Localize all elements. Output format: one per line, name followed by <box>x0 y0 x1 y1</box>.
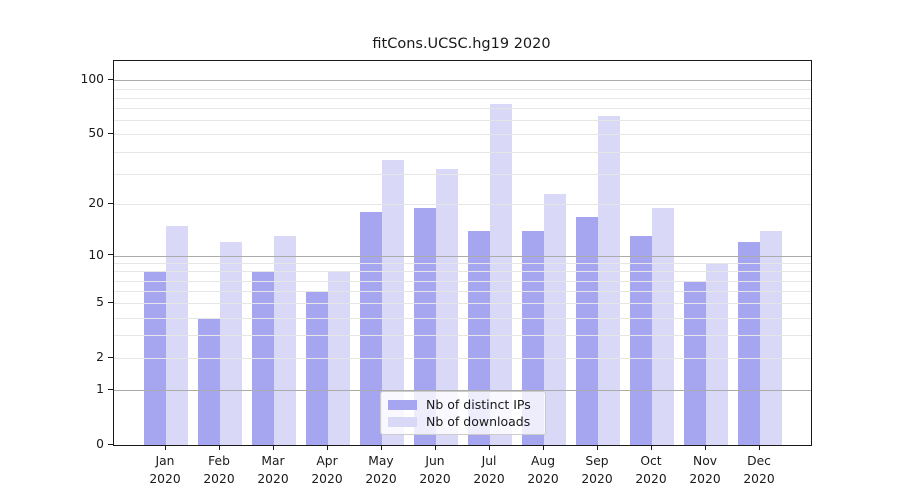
x-tick-jun <box>434 445 436 450</box>
bar-downloads-jul <box>490 103 512 445</box>
bar-ips-nov <box>684 280 706 445</box>
y-tick-10 <box>108 254 113 255</box>
x-tick-label-may: May 2020 <box>365 454 397 486</box>
x-tick-label-aug: Aug 2020 <box>527 454 559 486</box>
y-tick-5 <box>108 301 113 303</box>
x-tick-oct <box>650 445 652 450</box>
gridline-y-1 <box>114 390 811 392</box>
bar-ips-jan <box>144 271 166 445</box>
y-tick-label-0: 0 <box>96 437 104 451</box>
x-tick-label-apr: Apr 2020 <box>311 454 343 486</box>
gridline-y-8 <box>114 271 811 273</box>
bar-downloads-aug <box>544 193 566 445</box>
x-tick-label-jan: Jan 2020 <box>149 454 181 486</box>
x-tick-label-nov: Nov 2020 <box>689 454 721 486</box>
x-tick-label-feb: Feb 2020 <box>203 454 235 486</box>
x-tick-label-mar: Mar 2020 <box>257 454 289 486</box>
y-tick-100 <box>108 78 113 80</box>
y-tick-2 <box>108 356 113 358</box>
x-tick-nov <box>704 445 706 450</box>
x-tick-aug <box>542 445 544 450</box>
bar-downloads-nov <box>706 263 728 445</box>
gridline-y-3 <box>114 335 811 337</box>
legend-item-distinct-ips: Nb of distinct IPs <box>388 397 537 412</box>
y-tick-label-5: 5 <box>96 295 104 310</box>
bar-downloads-oct <box>652 208 674 445</box>
bar-downloads-mar <box>274 236 296 445</box>
bar-ips-apr <box>306 291 328 445</box>
gridline-y-2 <box>114 358 811 360</box>
y-tick-0 <box>108 443 113 445</box>
bar-downloads-jun <box>436 168 458 445</box>
x-tick-label-oct: Oct 2020 <box>635 454 667 486</box>
legend: Nb of distinct IPs Nb of downloads <box>380 391 546 435</box>
gridline-y-100 <box>114 80 811 82</box>
gridline-y-40 <box>114 151 811 153</box>
gridline-y-5 <box>114 303 811 305</box>
y-tick-label-50: 50 <box>88 126 104 141</box>
bar-downloads-may <box>382 159 404 445</box>
x-tick-label-jul: Jul 2020 <box>473 454 505 486</box>
bar-ips-mar <box>252 271 274 445</box>
x-tick-jul <box>488 445 490 450</box>
gridline-y-70 <box>114 108 811 110</box>
gridline-y-7 <box>114 280 811 282</box>
y-tick-label-2: 2 <box>96 350 104 365</box>
x-tick-mar <box>272 445 274 450</box>
gridline-y-4 <box>114 317 811 319</box>
bar-downloads-feb <box>220 242 242 445</box>
legend-label-distinct-ips: Nb of distinct IPs <box>426 397 531 412</box>
x-tick-jan <box>164 445 166 450</box>
y-tick-1 <box>108 388 113 390</box>
gridline-y-50 <box>114 134 811 136</box>
legend-swatch-downloads <box>388 416 417 427</box>
legend-swatch-distinct-ips <box>388 399 417 410</box>
x-tick-label-jun: Jun 2020 <box>419 454 451 486</box>
bar-ips-oct <box>630 236 652 445</box>
gridline-y-80 <box>114 97 811 99</box>
y-tick-label-20: 20 <box>88 196 104 211</box>
bar-ips-dec <box>738 242 760 445</box>
x-tick-may <box>380 445 382 450</box>
y-tick-label-100: 100 <box>80 72 104 87</box>
bar-downloads-apr <box>328 271 350 445</box>
bar-ips-sep <box>576 216 598 445</box>
gridline-y-6 <box>114 291 811 293</box>
gridline-y-10 <box>114 255 811 257</box>
y-tick-20 <box>108 202 113 204</box>
x-tick-dec <box>758 445 760 450</box>
x-tick-sep <box>596 445 598 450</box>
bar-ips-jun <box>414 208 436 445</box>
gridline-y-9 <box>114 263 811 264</box>
legend-item-downloads: Nb of downloads <box>388 414 537 429</box>
bar-downloads-dec <box>760 231 782 445</box>
y-tick-label-1: 1 <box>96 382 104 397</box>
gridline-y-60 <box>114 120 811 122</box>
y-tick-label-10: 10 <box>88 247 104 262</box>
bar-ips-may <box>360 212 382 445</box>
x-tick-feb <box>218 445 220 450</box>
chart-title: fitCons.UCSC.hg19 2020 <box>372 36 551 52</box>
gridline-y-90 <box>114 88 811 90</box>
gridline-y-20 <box>114 204 811 206</box>
gridline-y-30 <box>114 173 811 175</box>
legend-label-downloads: Nb of downloads <box>426 414 531 429</box>
y-tick-50 <box>108 132 113 134</box>
bar-ips-feb <box>198 317 220 445</box>
x-tick-apr <box>326 445 328 450</box>
plot-area: Nb of distinct IPs Nb of downloads <box>113 60 812 446</box>
x-tick-label-sep: Sep 2020 <box>581 454 613 486</box>
x-tick-label-dec: Dec 2020 <box>743 454 775 486</box>
